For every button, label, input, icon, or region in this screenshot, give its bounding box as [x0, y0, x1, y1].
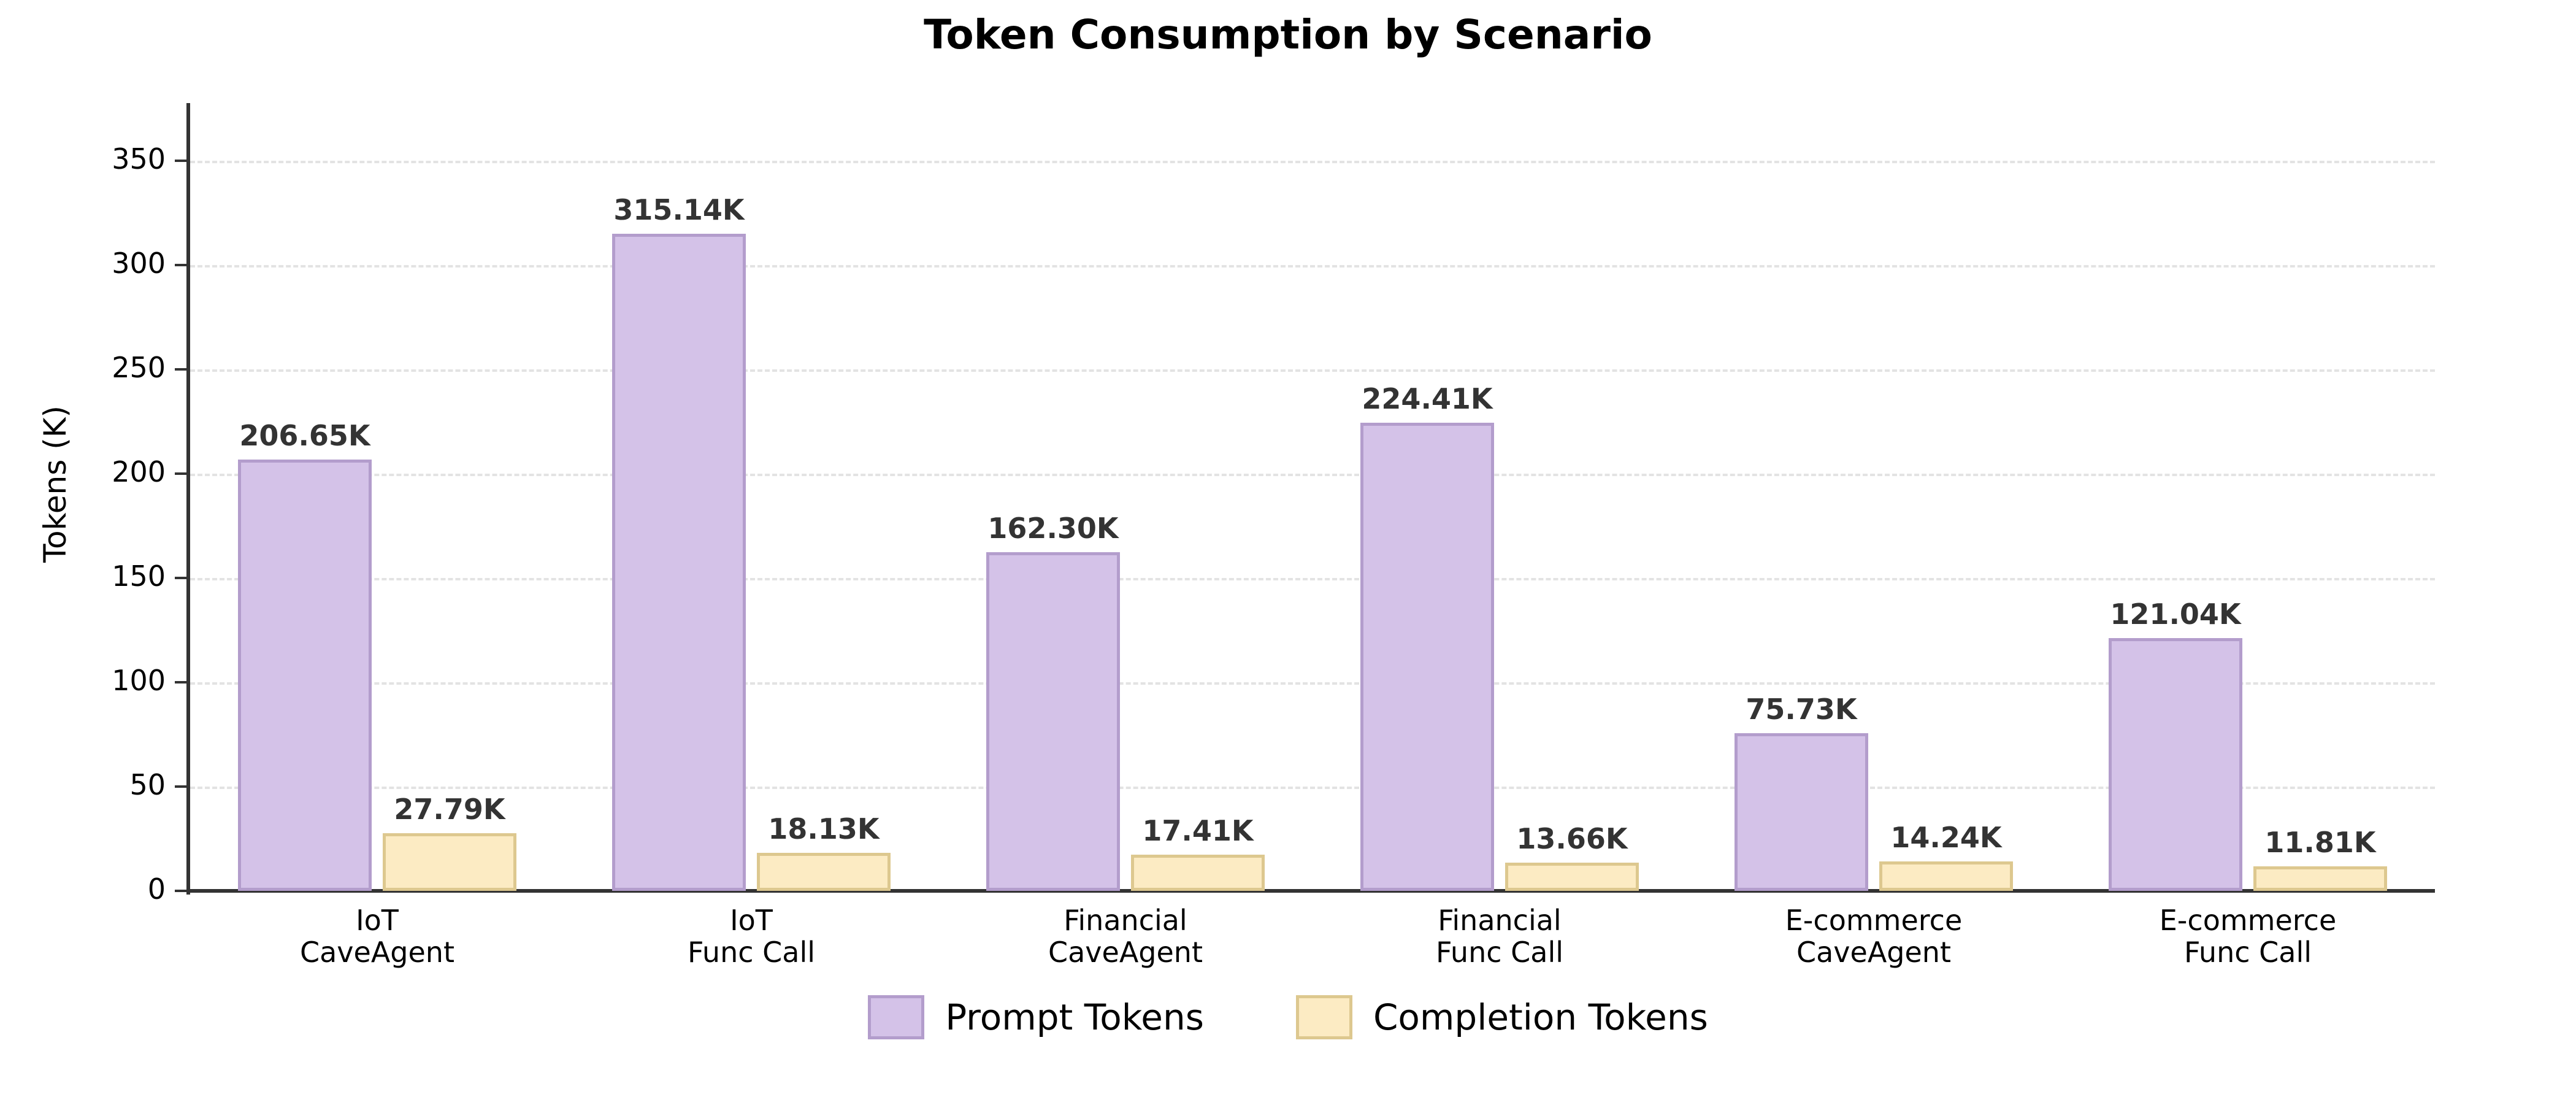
y-tick-mark — [175, 577, 187, 579]
bar-value-label: 206.65K — [239, 419, 370, 453]
bar-prompt — [612, 233, 746, 891]
bar-value-label: 13.66K — [1516, 822, 1628, 855]
x-tick-label: IoT Func Call — [687, 904, 816, 969]
y-tick-label: 150 — [112, 560, 166, 593]
chart-title: Token Consumption by Scenario — [924, 11, 1652, 58]
y-tick-label: 300 — [112, 247, 166, 280]
bar-completion — [383, 833, 516, 891]
gridline — [190, 682, 2435, 685]
x-tick-label: Financial CaveAgent — [1048, 904, 1203, 969]
bar-completion — [2253, 866, 2387, 891]
y-tick-mark — [175, 264, 187, 266]
y-tick-mark — [175, 368, 187, 371]
chart-legend: Prompt Tokens Completion Tokens — [0, 995, 2576, 1039]
plot-area: 206.65K 27.79K 315.14K 18.13K 162.30K 17.41K 2… — [190, 107, 2435, 891]
legend-label: Completion Tokens — [1373, 996, 1708, 1038]
x-tick-label: IoT CaveAgent — [300, 904, 454, 969]
bar-completion — [1505, 862, 1639, 891]
x-tick-label: Financial Func Call — [1435, 904, 1564, 969]
x-tick-label: E-commerce Func Call — [2159, 904, 2337, 969]
x-axis-spine — [186, 889, 2435, 893]
y-tick-mark — [175, 890, 187, 892]
bar-value-label: 315.14K — [613, 193, 745, 226]
gridline — [190, 369, 2435, 372]
bar-value-label: 18.13K — [768, 812, 880, 846]
bar-completion — [757, 853, 891, 891]
legend-swatch-completion — [1295, 995, 1352, 1039]
bar-prompt — [238, 460, 372, 891]
y-tick-label: 350 — [112, 142, 166, 175]
y-tick-mark — [175, 160, 187, 162]
bar-value-label: 224.41K — [1362, 382, 1493, 415]
gridline — [190, 161, 2435, 163]
legend-swatch-prompt — [868, 995, 925, 1039]
legend-entry[interactable]: Prompt Tokens — [868, 995, 1204, 1039]
y-tick-mark — [175, 681, 187, 683]
legend-label: Prompt Tokens — [945, 996, 1204, 1038]
bar-prompt — [2109, 638, 2242, 891]
bar-value-label: 11.81K — [2264, 825, 2376, 859]
bar-prompt — [986, 552, 1120, 891]
x-tick-label: E-commerce CaveAgent — [1785, 904, 1963, 969]
bar-prompt — [1735, 733, 1868, 891]
gridline — [190, 578, 2435, 580]
y-tick-mark — [175, 472, 187, 475]
gridline — [190, 787, 2435, 789]
bar-value-label: 27.79K — [394, 792, 505, 826]
bar-prompt — [1360, 423, 1494, 891]
bar-value-label: 17.41K — [1142, 814, 1254, 847]
y-tick-label: 50 — [129, 768, 166, 801]
y-tick-mark — [175, 785, 187, 788]
y-tick-label: 250 — [112, 351, 166, 384]
y-tick-label: 0 — [147, 872, 166, 906]
bar-value-label: 75.73K — [1746, 692, 1857, 726]
y-tick-label: 100 — [112, 664, 166, 697]
bar-value-label: 14.24K — [1890, 820, 2002, 854]
y-tick-label: 200 — [112, 455, 166, 488]
gridline — [190, 474, 2435, 476]
gridline — [190, 265, 2435, 268]
y-axis-spine — [186, 103, 190, 895]
bar-completion — [1131, 854, 1265, 891]
bar-value-label: 162.30K — [987, 512, 1119, 545]
bar-value-label: 121.04K — [2110, 598, 2241, 631]
legend-entry[interactable]: Completion Tokens — [1295, 995, 1708, 1039]
bar-completion — [1879, 861, 2013, 891]
